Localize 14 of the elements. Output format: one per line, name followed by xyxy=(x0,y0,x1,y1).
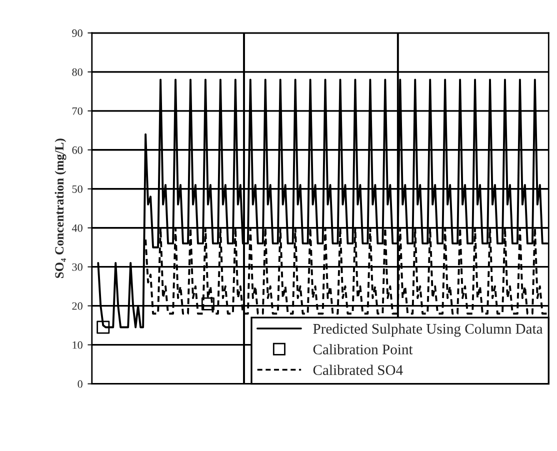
y-tick-label: 20 xyxy=(72,302,82,310)
y-tick-label: 40 xyxy=(72,224,82,232)
legend-label: Predicted Sulphate Using Column Data xyxy=(313,323,543,337)
legend-label: Calibrated SO4 xyxy=(313,364,403,376)
y-tick-label: 70 xyxy=(72,107,82,115)
y-tick-label: 0 xyxy=(78,380,82,388)
y-tick-label: 60 xyxy=(72,146,82,154)
y-tick-label: 30 xyxy=(72,263,82,271)
y-tick-label: 10 xyxy=(72,341,82,349)
y-tick-label: 80 xyxy=(72,68,82,76)
y-tick-label: 90 xyxy=(72,29,82,37)
y-tick-label: 50 xyxy=(72,185,82,193)
y-axis-title: SO₄ Concentration (mg/L) xyxy=(54,138,66,278)
legend-label: Calibration Point xyxy=(313,344,413,354)
